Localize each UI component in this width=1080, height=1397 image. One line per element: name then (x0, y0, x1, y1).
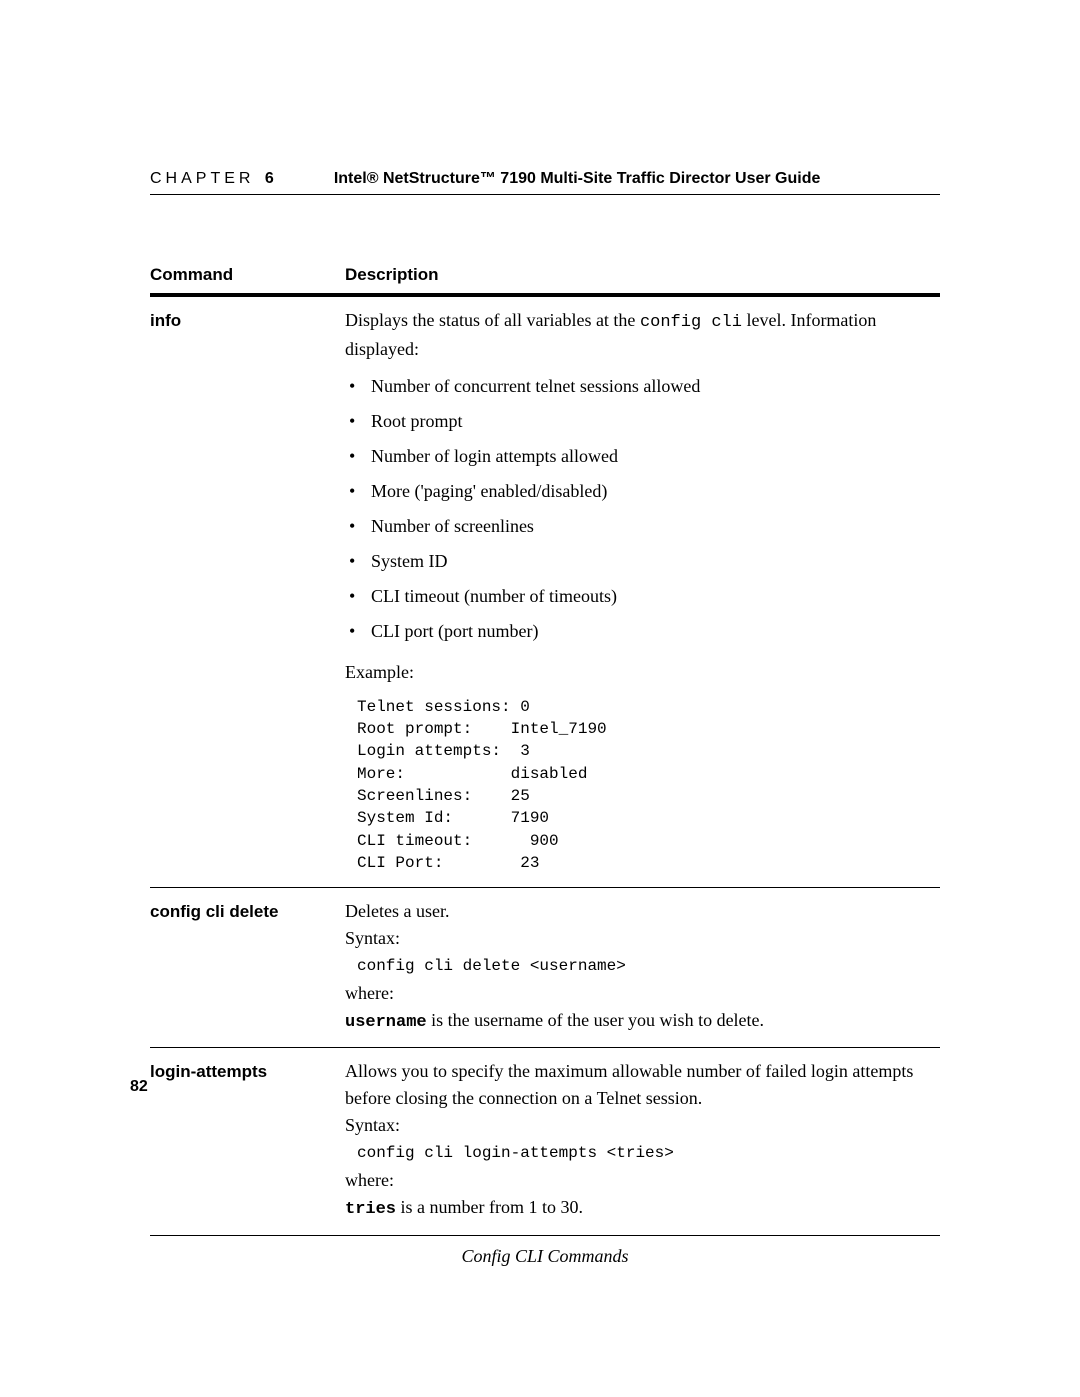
where-label: where: (345, 1167, 940, 1194)
table-row: info Displays the status of all variable… (150, 297, 940, 888)
desc-line: Deletes a user. (345, 898, 940, 925)
syntax-code: config cli login-attempts <tries> (345, 1141, 940, 1165)
cmd-description: Displays the status of all variables at … (345, 307, 940, 875)
col-header-command: Command (150, 265, 345, 285)
param-name: tries (345, 1200, 396, 1219)
table-caption: Config CLI Commands (150, 1246, 940, 1267)
table-row: login-attempts Allows you to specify the… (150, 1048, 940, 1236)
chapter-word: CHAPTER (150, 170, 254, 187)
list-item: Number of screenlines (345, 513, 940, 540)
cmd-text: login-attempts (150, 1062, 267, 1081)
syntax-label: Syntax: (345, 925, 940, 952)
bullet-list: Number of concurrent telnet sessions all… (345, 373, 940, 645)
param-desc: is a number from 1 to 30. (396, 1197, 583, 1217)
param-line: tries is a number from 1 to 30. (345, 1194, 940, 1223)
list-item: CLI port (port number) (345, 618, 940, 645)
table-header-row: Command Description (150, 265, 940, 297)
param-line: username is the username of the user you… (345, 1007, 940, 1036)
table-row: config cli delete Deletes a user. Syntax… (150, 888, 940, 1049)
cmd-name: info (150, 307, 345, 875)
list-item: System ID (345, 548, 940, 575)
cmd-name: login-attempts (150, 1058, 345, 1223)
list-item: More ('paging' enabled/disabled) (345, 478, 940, 505)
page-header: CHAPTER 6 Intel® NetStructure™ 7190 Mult… (150, 170, 940, 195)
list-item: CLI timeout (number of timeouts) (345, 583, 940, 610)
syntax-label: Syntax: (345, 1112, 940, 1139)
example-block: Telnet sessions: 0 Root prompt: Intel_71… (345, 696, 940, 875)
intro-pre: Displays the status of all variables at … (345, 310, 640, 330)
param-name: username (345, 1013, 427, 1032)
page-content: CHAPTER 6 Intel® NetStructure™ 7190 Mult… (150, 170, 940, 1267)
col-header-description: Description (345, 265, 940, 285)
cmd-description: Deletes a user. Syntax: config cli delet… (345, 898, 940, 1036)
chapter-label: CHAPTER 6 (150, 170, 274, 188)
list-item: Number of login attempts allowed (345, 443, 940, 470)
doc-title: Intel® NetStructure™ 7190 Multi-Site Tra… (334, 170, 821, 188)
syntax-code: config cli delete <username> (345, 954, 940, 978)
command-table: Command Description info Displays the st… (150, 265, 940, 1267)
cmd-text: config cli delete (150, 902, 278, 921)
intro-code: config cli (640, 313, 742, 332)
example-label: Example: (345, 659, 940, 686)
cmd-description: Allows you to specify the maximum allowa… (345, 1058, 940, 1223)
intro-text: Displays the status of all variables at … (345, 307, 940, 363)
list-item: Root prompt (345, 408, 940, 435)
where-label: where: (345, 980, 940, 1007)
page-number: 82 (130, 1078, 148, 1096)
param-desc: is the username of the user you wish to … (427, 1010, 764, 1030)
chapter-number: 6 (265, 170, 274, 187)
cmd-name: config cli delete (150, 898, 345, 1036)
list-item: Number of concurrent telnet sessions all… (345, 373, 940, 400)
cmd-text: info (150, 311, 181, 330)
desc-line: Allows you to specify the maximum allowa… (345, 1058, 940, 1112)
